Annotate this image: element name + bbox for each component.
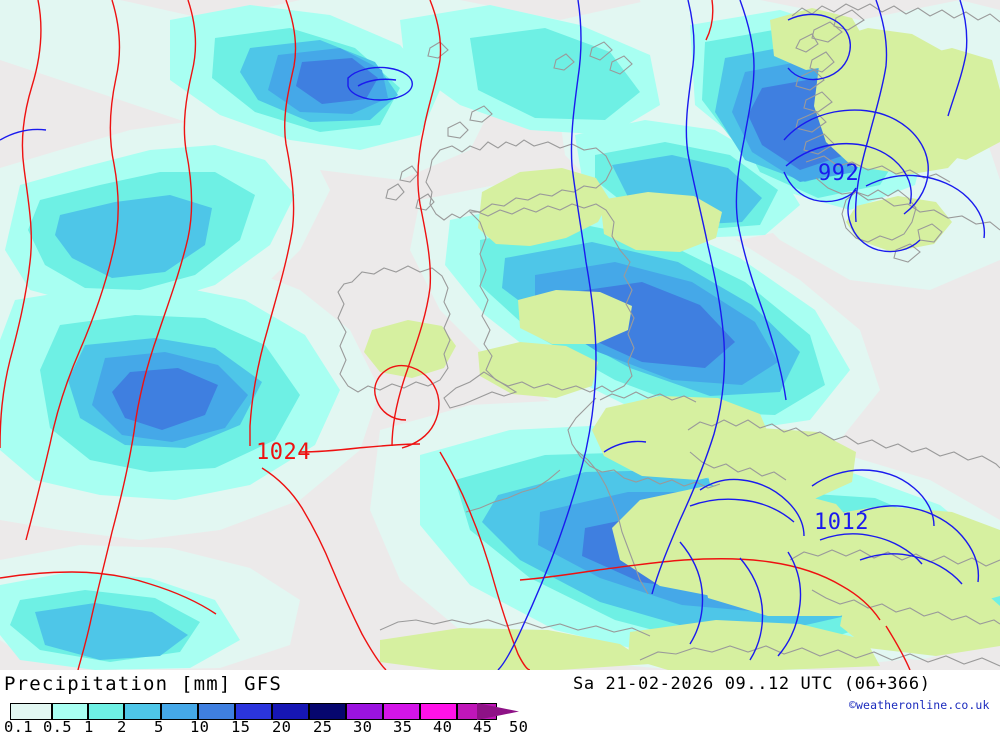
colorbar-tick-20: 20	[272, 718, 292, 733]
colorbar-tick-30: 30	[353, 718, 373, 733]
colorbar-swatch-20	[272, 703, 309, 720]
colorbar-tick-40: 40	[433, 718, 453, 733]
map-canvas: 992 1024 1012	[0, 0, 1000, 670]
map-footer: Precipitation [mm] GFS Sa 21-02-2026 09.…	[0, 670, 1000, 733]
colorbar-swatch-1	[88, 703, 124, 720]
colorbar-tick-0.5: 0.5	[43, 718, 72, 733]
isobar-label-1012: 1012	[814, 510, 869, 535]
colorbar-swatch-15	[235, 703, 272, 720]
colorbar-tick-10: 10	[190, 718, 210, 733]
colorbar-swatch-30	[346, 703, 383, 720]
colorbar-swatch-10	[198, 703, 235, 720]
isobar-labels: 992 1024 1012	[256, 161, 869, 535]
colorbar-swatch-25	[309, 703, 346, 720]
colorbar-tick-45: 45	[473, 718, 493, 733]
colorbar-swatch-40	[420, 703, 457, 720]
copyright-label: ©weatheronline.co.uk	[849, 698, 990, 712]
colorbar-tick-0.1: 0.1	[4, 718, 33, 733]
run-datetime-label: Sa 21-02-2026 09..12 UTC (06+366)	[573, 674, 931, 694]
colorbar-swatch-0.1	[10, 703, 52, 720]
colorbar-tick-50: 50	[509, 718, 529, 733]
colorbar-tick-1: 1	[84, 718, 94, 733]
isobar-label-1024: 1024	[256, 440, 311, 465]
isobar-label-992: 992	[818, 161, 859, 186]
coastlines	[337, 3, 1000, 667]
colorbar-tick-2: 2	[117, 718, 127, 733]
colorbar-overflow-arrow	[477, 703, 519, 720]
colorbar-swatch-2	[124, 703, 161, 720]
colorbar-tick-5: 5	[154, 718, 164, 733]
colorbar-swatch-35	[383, 703, 420, 720]
isobars-blue	[0, 0, 986, 670]
lowland-land-fill	[364, 8, 1000, 670]
colorbar-swatch-0.5	[52, 703, 88, 720]
precipitation-map[interactable]: 992 1024 1012	[0, 0, 1000, 670]
colorbar-tick-15: 15	[231, 718, 251, 733]
isobars-red	[0, 0, 911, 670]
colorbar-swatch-5	[161, 703, 198, 720]
colorbar-tick-25: 25	[313, 718, 333, 733]
colorbar-tick-labels: 0.1 0.5 1 2 5 10 15 20 25 30 35 40 45 50	[0, 718, 528, 733]
legend-title: Precipitation [mm] GFS	[4, 673, 283, 695]
colorbar-tick-35: 35	[393, 718, 413, 733]
